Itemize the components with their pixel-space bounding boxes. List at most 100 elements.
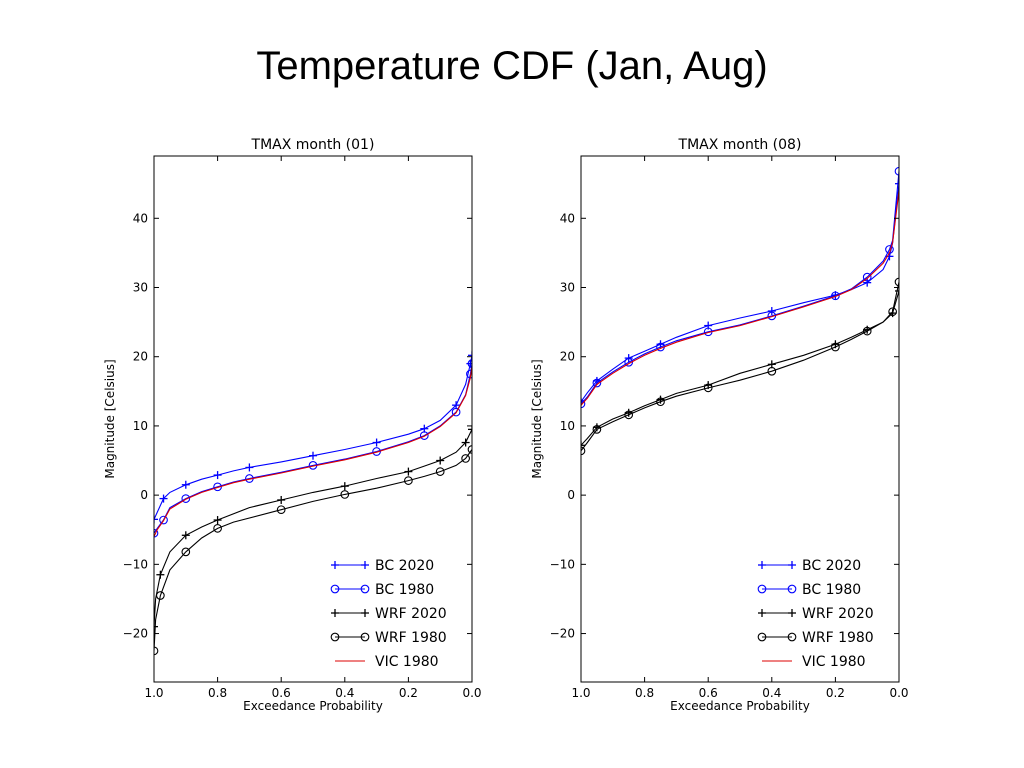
series-line-wrf-1980 — [154, 449, 472, 651]
legend-label-wrf-2020: WRF 2020 — [375, 606, 447, 622]
chart-2: TMAX month (08) 1.0 0.8 0.6 0.4 0.2 0.0 −20 −10 0… — [530, 137, 909, 713]
legend-label-bc-1980: BC 1980 — [375, 582, 434, 598]
marker-bc-1980 — [154, 528, 159, 538]
marker-bc-1980 — [862, 272, 872, 282]
marker-bc-2020 — [213, 471, 222, 480]
legend-marker-wrf-1980 — [757, 632, 767, 642]
y-tick-label: −10 — [550, 557, 575, 571]
y-tick-label: 0 — [140, 488, 148, 502]
x-tick-label: 0.6 — [699, 686, 718, 700]
marker-wrf-1980 — [767, 366, 777, 376]
marker-wrf-2020 — [154, 622, 158, 631]
plot-frame — [153, 155, 473, 683]
legend-label-bc-2020: BC 2020 — [375, 558, 434, 574]
marker-wrf-2020 — [436, 456, 445, 465]
marker-wrf-2020 — [156, 570, 165, 579]
series-line-wrf-2020 — [154, 429, 472, 627]
legend: BC 2020 BC 1980 WRF 2020 WRF 1980 VIC 1980 — [330, 558, 447, 670]
x-tick-label: 1.0 — [571, 686, 590, 700]
marker-bc-1980 — [831, 291, 840, 301]
x-tick-label: 0.0 — [889, 686, 908, 700]
marker-wrf-2020 — [181, 531, 190, 540]
legend-label-bc-1980: BC 1980 — [802, 582, 861, 598]
y-tick-label: 0 — [567, 488, 575, 502]
x-tick-label: 0.0 — [462, 686, 481, 700]
legend-label-wrf-1980: WRF 1980 — [802, 630, 874, 646]
marker-wrf-2020 — [624, 408, 633, 417]
marker-bc-2020 — [863, 278, 872, 287]
marker-wrf-2020 — [277, 495, 286, 504]
marker-bc-2020 — [468, 351, 472, 360]
legend-marker-wrf-1980 — [360, 632, 370, 642]
marker-wrf-1980 — [831, 342, 840, 352]
marker-wrf-2020 — [404, 467, 413, 476]
x-tick-label: 0.2 — [826, 686, 845, 700]
legend-marker-bc-1980 — [757, 584, 767, 594]
y-tick-label: 10 — [133, 419, 148, 433]
y-axis-label: Magnitude [Celsius] — [103, 359, 117, 478]
y-axis-label: Magnitude [Celsius] — [530, 359, 544, 478]
marker-wrf-2020 — [340, 482, 349, 491]
marker-wrf-1980 — [340, 490, 350, 499]
marker-wrf-2020 — [461, 438, 470, 447]
marker-wrf-2020 — [213, 516, 222, 525]
marker-wrf-2020 — [468, 425, 472, 434]
y-tick-label: 40 — [560, 211, 575, 225]
legend-label-vic-1980: VIC 1980 — [375, 654, 439, 670]
marker-wrf-1980 — [181, 547, 191, 557]
marker-wrf-1980 — [213, 524, 222, 533]
marker-wrf-1980 — [862, 326, 872, 336]
marker-wrf-1980 — [888, 307, 897, 317]
legend-marker-wrf-2020 — [331, 609, 339, 617]
series-line-bc-1980 — [154, 363, 472, 534]
series-group — [154, 351, 472, 656]
chart-title: TMAX month (01) — [251, 137, 375, 153]
marker-wrf-2020 — [581, 441, 585, 450]
plot-frame — [580, 155, 900, 683]
marker-bc-2020 — [154, 515, 158, 524]
x-tick-label: 0.8 — [208, 686, 227, 700]
x-tick-label: 0.4 — [335, 686, 354, 700]
legend-marker-wrf-2020 — [758, 609, 766, 617]
legend-marker-bc-1980 — [787, 584, 797, 594]
marker-wrf-1980 — [154, 646, 159, 656]
marker-wrf-1980 — [656, 397, 665, 407]
marker-bc-1980 — [467, 359, 472, 368]
series-line-bc-2020 — [154, 355, 472, 520]
marker-wrf-1980 — [592, 425, 602, 434]
legend-marker-bc-2020 — [331, 561, 339, 569]
marker-bc-2020 — [309, 451, 317, 460]
marker-wrf-1980 — [435, 467, 445, 476]
marker-bc-2020 — [181, 480, 190, 489]
marker-wrf-1980 — [461, 454, 470, 463]
legend-marker-bc-1980 — [360, 584, 370, 594]
marker-bc-2020 — [767, 307, 776, 316]
x-axis-label: Exceedance Probability — [243, 699, 383, 713]
series-line-vic-1980 — [154, 367, 472, 537]
legend-marker-wrf-2020 — [788, 609, 796, 617]
marker-bc-1980 — [894, 166, 899, 176]
marker-bc-2020 — [245, 463, 254, 472]
legend-marker-wrf-1980 — [330, 632, 340, 642]
marker-bc-2020 — [159, 494, 168, 503]
legend: BC 2020 BC 1980 WRF 2020 WRF 1980 VIC 1980 — [757, 558, 874, 670]
series-line-wrf-2020 — [581, 290, 899, 446]
y-tick-label: 40 — [133, 211, 148, 225]
x-tick-label: 0.2 — [399, 686, 418, 700]
x-tick-label: 0.8 — [635, 686, 654, 700]
legend-label-wrf-1980: WRF 1980 — [375, 630, 447, 646]
marker-wrf-1980 — [894, 277, 899, 287]
y-tick-label: −10 — [123, 557, 148, 571]
x-tick-label: 0.6 — [272, 686, 291, 700]
series-line-bc-1980 — [581, 171, 899, 405]
series-line-vic-1980 — [581, 190, 899, 406]
marker-bc-1980 — [451, 407, 461, 417]
marker-bc-1980 — [181, 494, 191, 503]
legend-marker-wrf-2020 — [361, 609, 369, 617]
x-tick-label: 0.4 — [762, 686, 781, 700]
marker-wrf-1980 — [624, 410, 634, 420]
y-tick-label: 30 — [133, 281, 148, 295]
legend-marker-wrf-1980 — [787, 632, 797, 642]
legend-marker-bc-2020 — [361, 561, 369, 569]
